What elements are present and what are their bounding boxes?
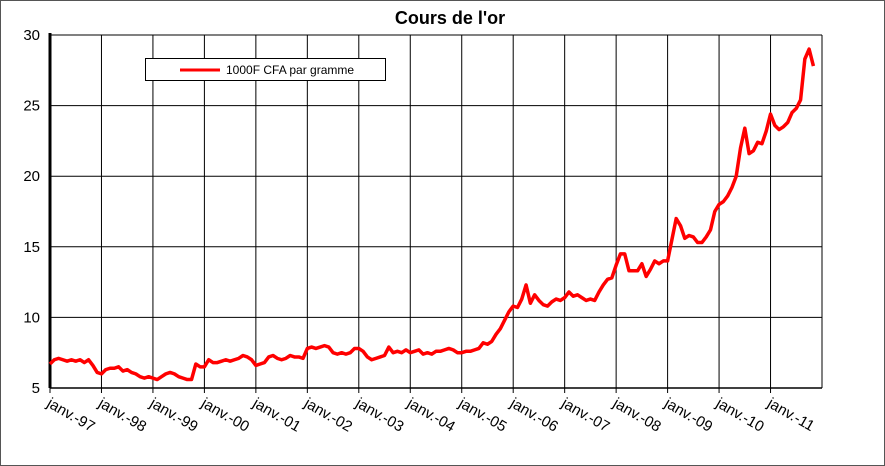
y-tick-label: 10 (23, 309, 40, 326)
y-tick-label: 20 (23, 168, 40, 185)
chart-title: Cours de l'or (395, 8, 505, 28)
legend-label: 1000F CFA par gramme (226, 63, 354, 77)
y-tick-label: 30 (23, 27, 40, 44)
legend: 1000F CFA par gramme (145, 58, 386, 81)
y-tick-label: 5 (32, 380, 40, 397)
data-line (48, 47, 816, 382)
y-tick-label: 15 (23, 239, 40, 256)
y-tick-label: 25 (23, 98, 40, 115)
legend-box (145, 58, 386, 81)
